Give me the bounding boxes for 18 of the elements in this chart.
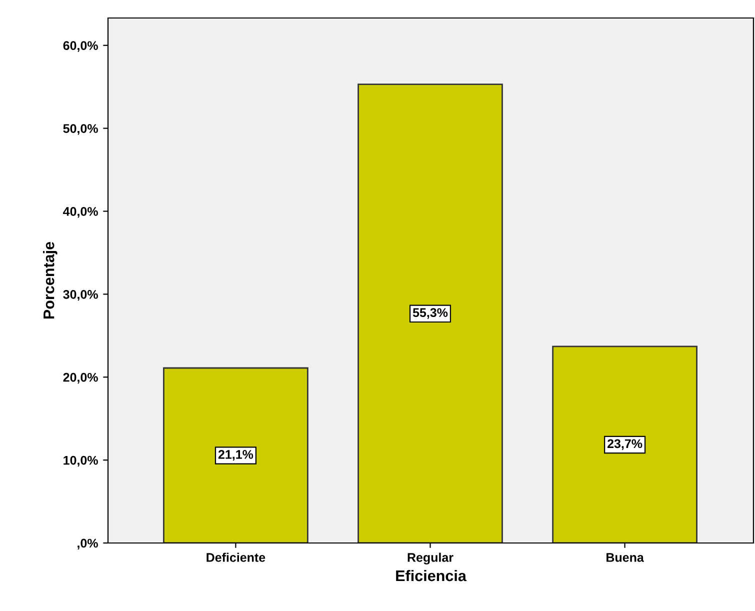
y-tick-label: 20,0% xyxy=(63,372,98,384)
x-tick-label: Regular xyxy=(408,552,454,564)
y-tick-label: 50,0% xyxy=(63,124,98,135)
bar xyxy=(163,367,308,543)
y-tick-label: ,0% xyxy=(78,538,98,550)
data-label: 55,3% xyxy=(412,308,448,319)
x-tick-label: Buena xyxy=(606,553,644,562)
bar xyxy=(358,84,503,543)
y-axis-title: Porcentaje xyxy=(43,242,58,319)
data-label: 23,7% xyxy=(608,439,642,450)
x-tick-label: Deficiente xyxy=(206,552,266,562)
data-label: 21,1% xyxy=(218,450,254,461)
y-tick-label: 10,0% xyxy=(64,456,98,467)
x-axis-title: Eficiencia xyxy=(396,570,467,582)
bar xyxy=(552,346,698,543)
y-tick-label: 60,0% xyxy=(63,41,98,52)
y-tick-label: 30,0% xyxy=(63,290,98,301)
y-tick-label: 40,0% xyxy=(63,207,98,218)
